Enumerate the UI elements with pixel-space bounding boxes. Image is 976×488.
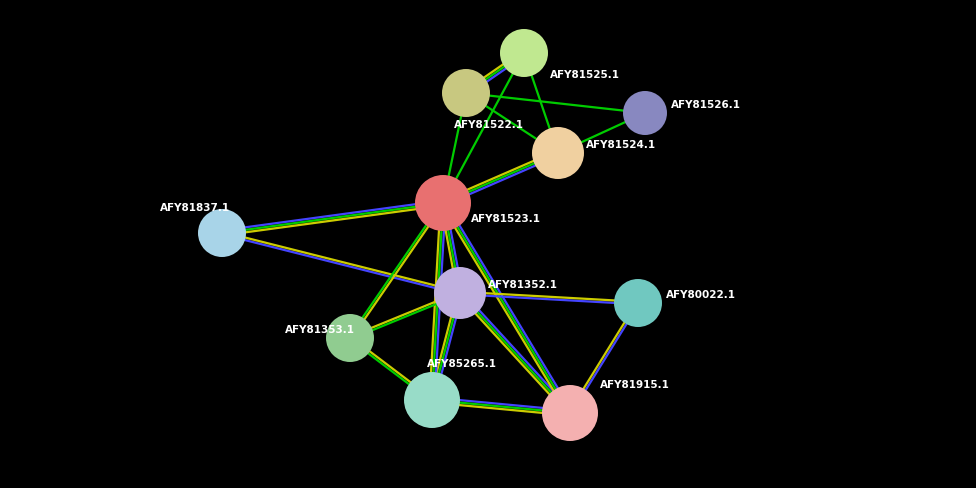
Text: AFY81837.1: AFY81837.1 bbox=[160, 203, 230, 213]
Text: AFY81526.1: AFY81526.1 bbox=[671, 100, 741, 110]
Text: AFY81352.1: AFY81352.1 bbox=[488, 280, 558, 290]
Circle shape bbox=[198, 209, 246, 257]
Text: AFY81525.1: AFY81525.1 bbox=[550, 70, 620, 80]
Text: AFY81353.1: AFY81353.1 bbox=[285, 325, 355, 335]
Text: AFY85265.1: AFY85265.1 bbox=[427, 359, 497, 369]
Text: AFY81524.1: AFY81524.1 bbox=[586, 140, 656, 150]
Text: AFY81523.1: AFY81523.1 bbox=[471, 214, 541, 224]
Text: AFY80022.1: AFY80022.1 bbox=[666, 290, 736, 300]
Circle shape bbox=[442, 69, 490, 117]
Circle shape bbox=[614, 279, 662, 327]
Text: AFY81915.1: AFY81915.1 bbox=[600, 380, 670, 390]
Circle shape bbox=[542, 385, 598, 441]
Circle shape bbox=[500, 29, 548, 77]
Circle shape bbox=[434, 267, 486, 319]
Text: AFY81522.1: AFY81522.1 bbox=[454, 120, 524, 130]
Circle shape bbox=[326, 314, 374, 362]
Circle shape bbox=[532, 127, 584, 179]
Circle shape bbox=[623, 91, 667, 135]
Circle shape bbox=[415, 175, 471, 231]
Circle shape bbox=[404, 372, 460, 428]
